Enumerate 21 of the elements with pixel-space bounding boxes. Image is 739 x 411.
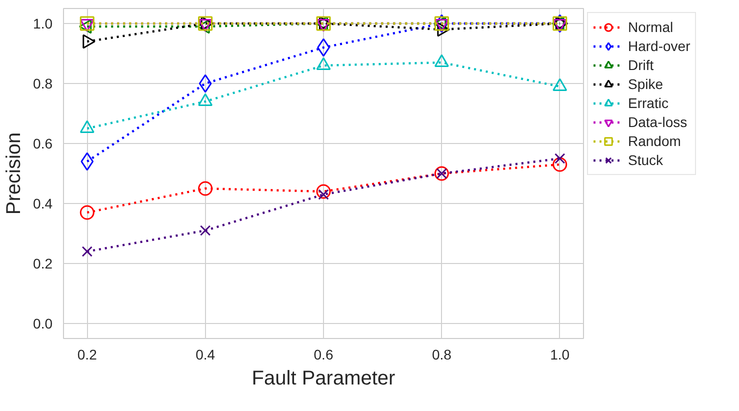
- y-tick-label: 0.4: [33, 196, 53, 212]
- y-tick-label: 0.8: [33, 76, 53, 92]
- y-tick-label: 1.0: [33, 16, 53, 32]
- y-tick-label: 0.0: [33, 316, 53, 332]
- x-axis-title: Fault Parameter: [252, 368, 396, 390]
- legend-label: Erratic: [628, 94, 668, 112]
- x-tick-label: 1.0: [550, 346, 570, 362]
- legend-label: Stuck: [628, 151, 664, 169]
- legend-label: Spike: [628, 75, 664, 93]
- legend-label: Drift: [628, 56, 654, 74]
- x-tick-label: 0.2: [77, 346, 98, 362]
- legend-label: Normal: [628, 18, 674, 36]
- y-axis-title: Precision: [3, 132, 26, 215]
- legend-label: Hard-over: [628, 37, 690, 55]
- x-tick-label: 0.4: [196, 346, 216, 362]
- x-tick-label: 0.6: [314, 346, 334, 362]
- legend-label: Random: [628, 132, 681, 150]
- y-tick-label: 0.6: [33, 136, 53, 152]
- legend-label: Data-loss: [628, 113, 688, 131]
- x-tick-label: 0.8: [432, 346, 452, 362]
- y-tick-label: 0.2: [33, 256, 53, 272]
